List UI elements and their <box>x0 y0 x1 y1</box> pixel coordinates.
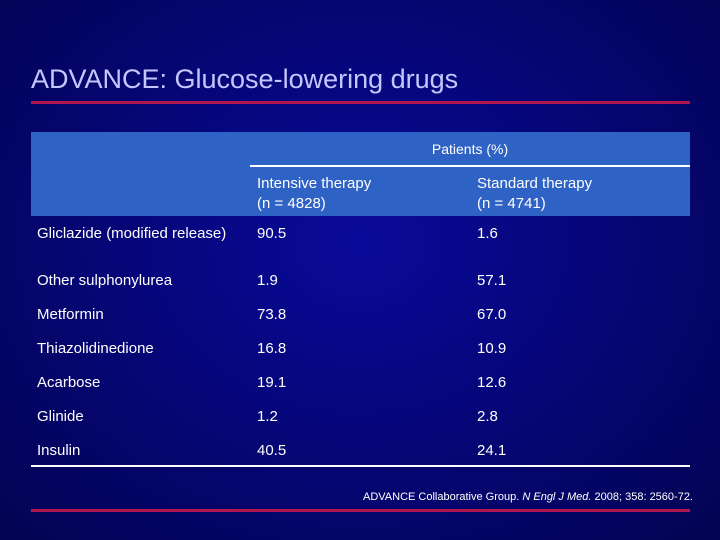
row-drug-name: Thiazolidinedione <box>37 339 154 357</box>
table-row: Metformin 73.8 67.0 <box>31 297 690 331</box>
row-standard-value: 24.1 <box>477 441 507 459</box>
table-header-band <box>31 132 690 216</box>
row-standard-value: 12.6 <box>477 373 507 391</box>
table-row: Insulin 40.5 24.1 <box>31 433 690 467</box>
row-drug-name: Glinide <box>37 407 84 425</box>
table-row: Other sulphonylurea 1.9 57.1 <box>31 263 690 297</box>
table-row: Thiazolidinedione 16.8 10.9 <box>31 331 690 365</box>
row-drug-name: Insulin <box>37 441 81 459</box>
column-header-intensive-name: Intensive therapy <box>257 175 372 192</box>
row-standard-value: 67.0 <box>477 305 507 323</box>
row-standard-value: 2.8 <box>477 407 498 425</box>
row-drug-name: Metformin <box>37 305 104 323</box>
row-intensive-value: 19.1 <box>257 373 287 391</box>
slide-title: ADVANCE: Glucose-lowering drugs <box>31 64 459 94</box>
column-header-intensive-n: (n = 4828) <box>257 195 326 212</box>
row-drug-name: Other sulphonylurea <box>37 271 173 289</box>
citation-journal: N Engl J Med. <box>522 491 592 503</box>
row-intensive-value: 73.8 <box>257 305 287 323</box>
row-drug-name: Acarbose <box>37 373 101 391</box>
citation: ADVANCE Collaborative Group. N Engl J Me… <box>363 491 693 503</box>
row-standard-value: 1.6 <box>477 224 498 242</box>
column-header-standard: Standard therapy (n = 4741) <box>477 174 592 214</box>
column-header-intensive: Intensive therapy (n = 4828) <box>257 174 371 214</box>
row-standard-value: 10.9 <box>477 339 507 357</box>
row-intensive-value: 40.5 <box>257 441 287 459</box>
row-drug-name: Gliclazide (modified release) <box>37 224 227 242</box>
row-intensive-value: 1.2 <box>257 407 278 425</box>
table-row: Gliclazide (modified release) 90.5 1.6 <box>31 216 690 250</box>
column-header-standard-name: Standard therapy <box>477 175 593 192</box>
footer-divider <box>31 509 690 512</box>
citation-details: 2008; 358: 2560-72. <box>594 491 693 503</box>
group-header: Patients (%) <box>431 141 509 157</box>
row-intensive-value: 90.5 <box>257 224 287 242</box>
table-row: Acarbose 19.1 12.6 <box>31 365 690 399</box>
citation-authors: ADVANCE Collaborative Group. <box>362 491 520 503</box>
row-intensive-value: 16.8 <box>257 339 287 357</box>
row-intensive-value: 1.9 <box>257 271 278 289</box>
row-standard-value: 57.1 <box>477 271 507 289</box>
title-divider <box>31 101 690 104</box>
group-header-underline <box>250 165 690 167</box>
table-row: Glinide 1.2 2.8 <box>31 399 690 433</box>
table-bottom-border <box>31 465 690 467</box>
column-header-standard-n: (n = 4741) <box>477 195 546 212</box>
